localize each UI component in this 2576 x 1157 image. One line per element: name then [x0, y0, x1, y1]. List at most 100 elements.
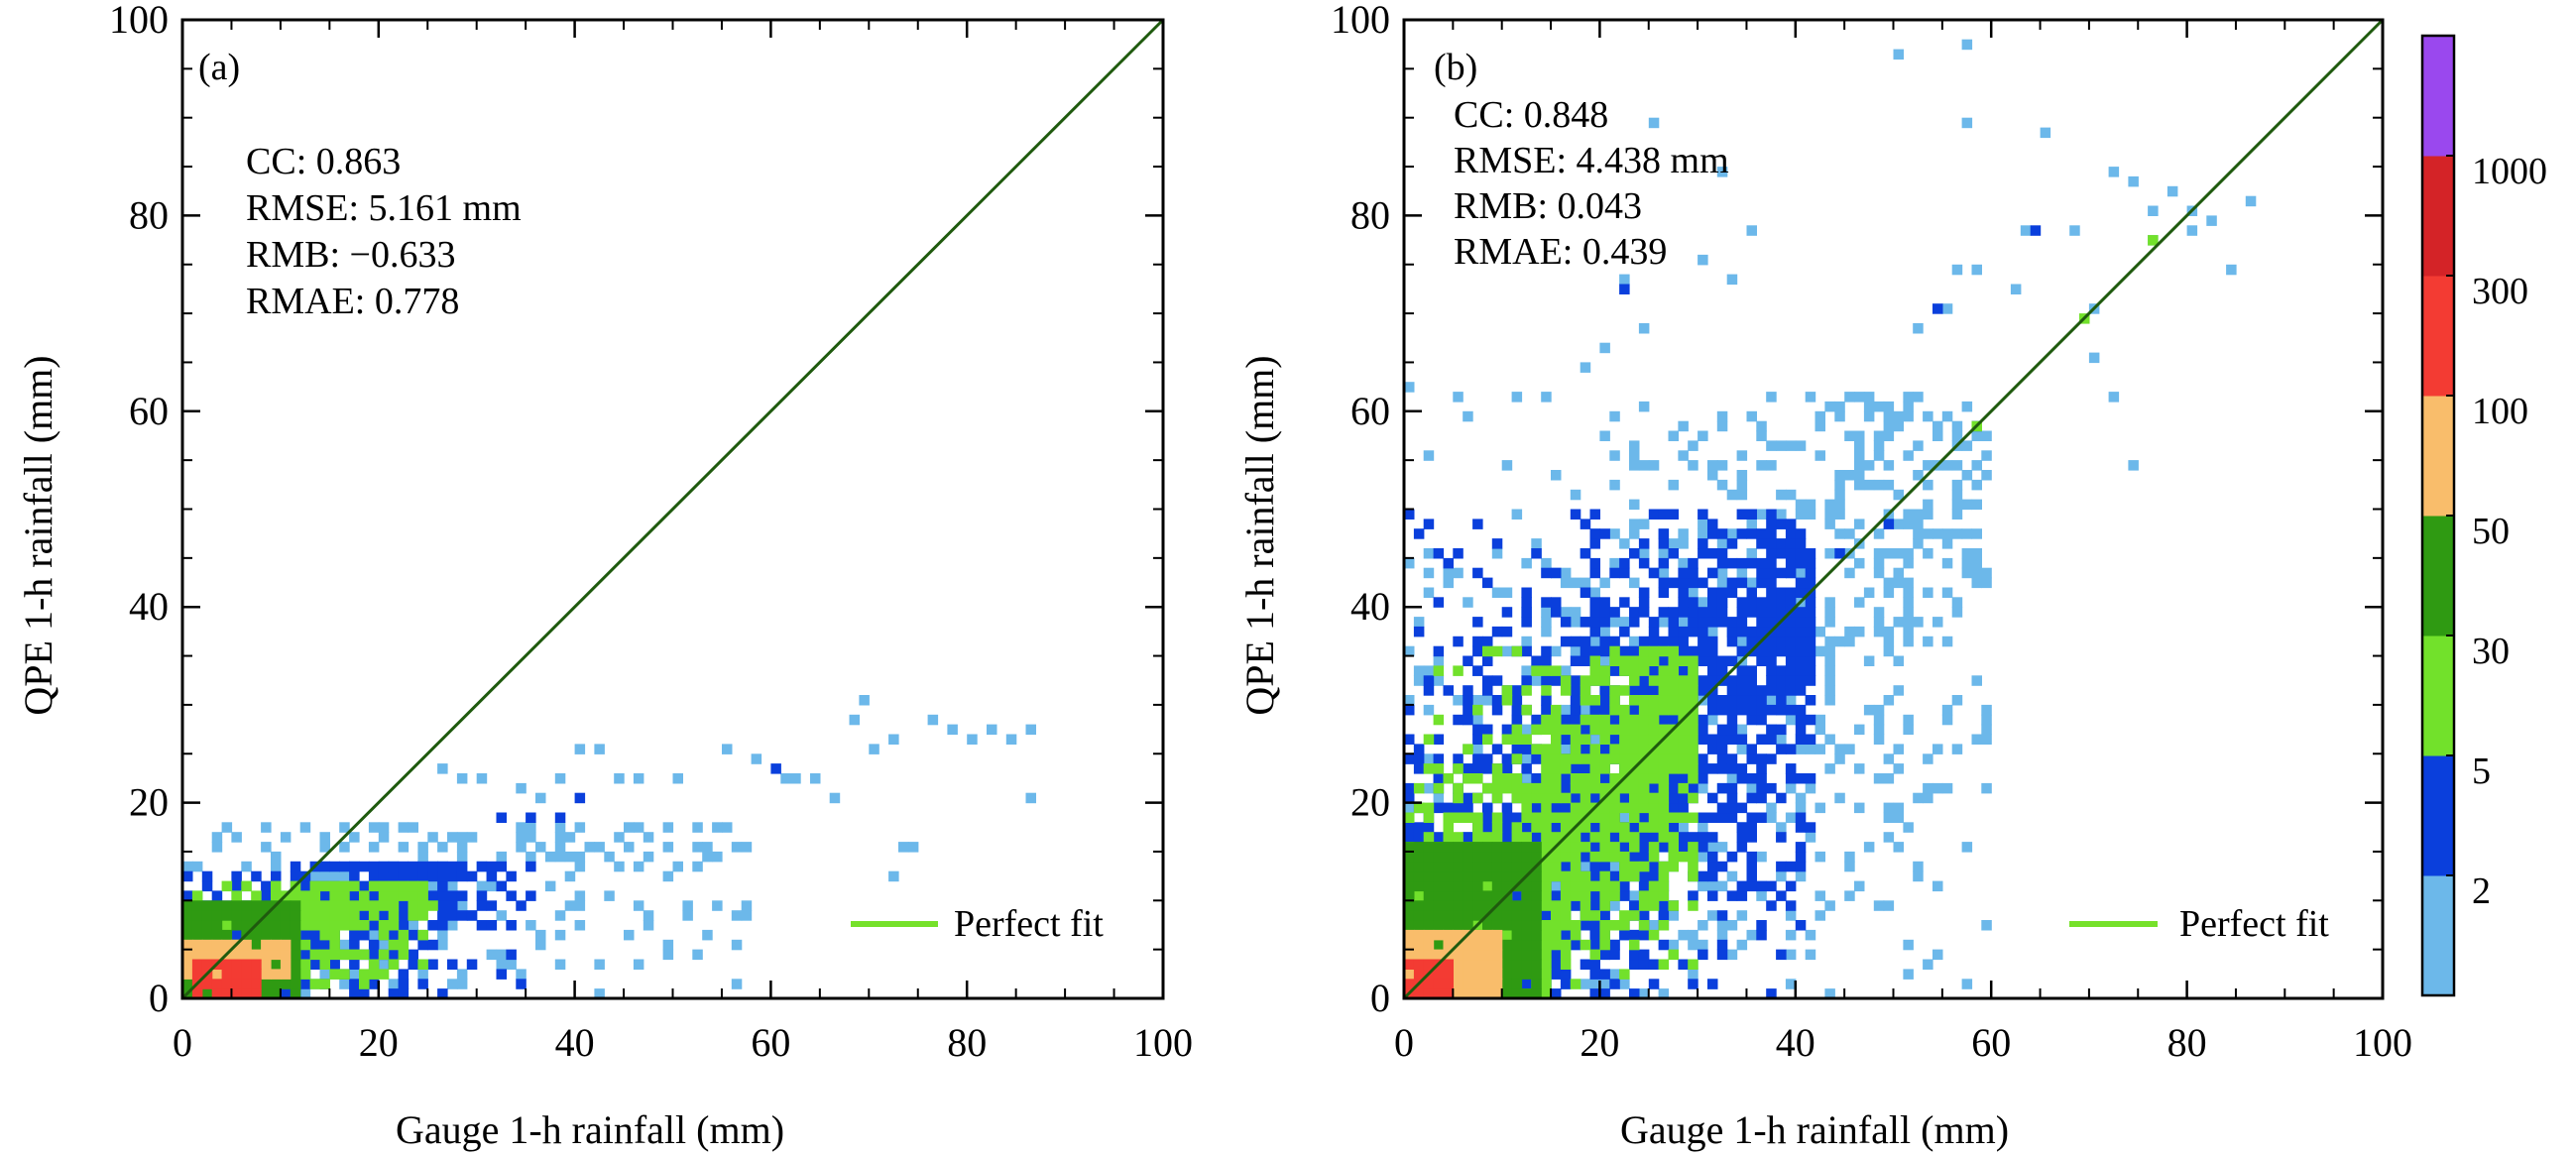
- density-bin: [1932, 782, 1943, 794]
- density-bin: [1716, 880, 1728, 892]
- density-bin: [1433, 782, 1445, 794]
- density-bin: [1785, 910, 1797, 921]
- density-bin: [1491, 645, 1503, 657]
- density-bin: [1472, 900, 1483, 911]
- density-bin: [1766, 440, 1777, 451]
- density-bin: [554, 910, 566, 921]
- density-bin: [427, 920, 438, 931]
- density-bin: [1453, 900, 1464, 911]
- density-bin: [1501, 695, 1513, 706]
- density-bin: [368, 900, 380, 911]
- density-bin: [1501, 645, 1513, 657]
- density-bin: [1589, 724, 1600, 736]
- density-bin: [1795, 744, 1807, 754]
- density-bin: [1951, 607, 1963, 618]
- density-bin: [1805, 509, 1816, 520]
- density-bin: [1776, 440, 1787, 451]
- density-bin: [1658, 861, 1670, 872]
- density-bin: [1589, 880, 1600, 892]
- density-bin: [1756, 430, 1767, 441]
- density-bin: [1589, 900, 1600, 911]
- density-bin: [1785, 714, 1797, 726]
- density-bin: [1951, 695, 1963, 706]
- density-bin: [1668, 617, 1679, 628]
- density-bin: [1413, 782, 1425, 794]
- density-bin: [1599, 900, 1610, 911]
- density-bin: [201, 939, 213, 951]
- density-bin: [1923, 636, 1933, 647]
- density-bin: [1766, 782, 1777, 794]
- density-bin: [1453, 870, 1464, 882]
- density-bin: [1736, 880, 1748, 892]
- density-bin: [1824, 509, 1835, 520]
- density-bin: [1531, 939, 1542, 951]
- density-bin: [1629, 939, 1640, 951]
- density-bin: [1629, 910, 1640, 921]
- density-bin: [1981, 714, 1992, 726]
- density-bin: [398, 822, 410, 833]
- density-bin: [329, 880, 340, 892]
- density-bin: [1726, 949, 1738, 961]
- density-bin: [1423, 929, 1435, 941]
- density-bin: [967, 734, 978, 745]
- density-bin: [1883, 626, 1895, 637]
- density-bin: [1971, 499, 1982, 511]
- density-bin: [1570, 617, 1581, 628]
- density-bin: [1482, 949, 1493, 961]
- density-bin: [1423, 979, 1435, 989]
- density-bin: [1776, 538, 1787, 549]
- density-bin: [2226, 264, 2237, 276]
- density-bin: [1648, 704, 1660, 716]
- density-bin: [1541, 822, 1552, 833]
- density-bin: [1531, 753, 1542, 764]
- density-bin: [1404, 792, 1415, 804]
- density-bin: [535, 842, 546, 853]
- density-bin: [496, 880, 507, 892]
- colorbar-label: 30: [2472, 631, 2510, 672]
- density-bin: [1570, 802, 1581, 814]
- density-bin: [1785, 597, 1797, 608]
- density-bin: [1433, 655, 1445, 666]
- density-bin: [319, 929, 330, 941]
- density-bin: [1629, 685, 1640, 696]
- density-bin: [1472, 822, 1483, 833]
- density-bin: [1404, 753, 1415, 764]
- density-bin: [299, 959, 311, 970]
- density-bin: [1472, 861, 1483, 872]
- density-bin: [1932, 949, 1943, 961]
- density-bin: [1658, 753, 1670, 764]
- y-tick-label: 60: [129, 389, 169, 433]
- density-bin: [1560, 910, 1572, 921]
- density-bin: [201, 929, 213, 941]
- density-bin: [1423, 734, 1435, 745]
- density-bin: [1698, 714, 1708, 726]
- density-bin: [1766, 587, 1777, 598]
- density-bin: [1658, 773, 1670, 784]
- density-bin: [309, 949, 321, 961]
- density-bin: [1658, 675, 1670, 686]
- density-bin: [1560, 665, 1572, 676]
- density-bin: [1638, 401, 1650, 412]
- density-bin: [1824, 548, 1835, 559]
- density-bin: [2206, 215, 2217, 226]
- density-bin: [1736, 479, 1748, 491]
- density-bin: [1756, 704, 1767, 716]
- density-bin: [947, 724, 958, 736]
- density-bin: [1463, 880, 1473, 892]
- density-bin: [1785, 979, 1797, 989]
- density-bin: [1443, 920, 1454, 931]
- y-tick-label: 60: [1350, 389, 1390, 433]
- density-bin: [1609, 900, 1620, 911]
- density-bin: [1893, 802, 1904, 814]
- density-bin: [1453, 949, 1464, 961]
- y-tick-label: 0: [149, 976, 169, 1020]
- density-bin: [1698, 655, 1708, 666]
- density-bin: [1766, 636, 1777, 647]
- density-bin: [1413, 861, 1425, 872]
- density-bin: [1423, 832, 1435, 843]
- density-bin: [1854, 802, 1865, 814]
- colorbar-label: 1000: [2472, 151, 2547, 192]
- density-bin: [1404, 929, 1415, 941]
- density-bin: [1698, 773, 1708, 784]
